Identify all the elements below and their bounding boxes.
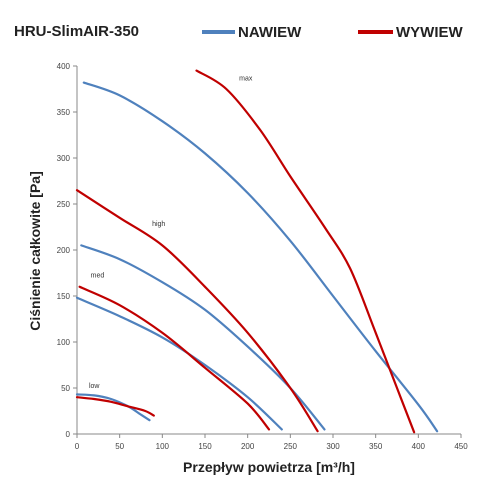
x-tick-label: 250 — [284, 442, 298, 451]
y-axis-title: Ciśnienie całkowite [Pa] — [27, 171, 43, 331]
curve-label-low: low — [89, 383, 100, 390]
curve-label-high: high — [152, 221, 165, 228]
y-tick-label: 400 — [57, 62, 71, 71]
legend-wywiew-label: WYWIEW — [396, 24, 463, 41]
x-tick-label: 100 — [156, 442, 170, 451]
y-tick-label: 250 — [57, 200, 71, 209]
y-tick-label: 50 — [61, 384, 70, 393]
x-axis-title: Przepływ powietrza [m³/h] — [183, 459, 355, 475]
x-tick-label: 150 — [198, 442, 212, 451]
curve-labels: max high med low — [89, 76, 253, 390]
y-tick-label: 0 — [66, 430, 71, 439]
chart-axes — [73, 65, 462, 438]
series-line-nawiew-max — [82, 81, 439, 433]
series-line-wywiew-high — [75, 189, 319, 433]
x-tick-label: 400 — [412, 442, 426, 451]
x-tick-label: 450 — [454, 442, 468, 451]
x-tick-label: 300 — [326, 442, 340, 451]
curve-label-med: med — [91, 273, 105, 280]
tick-labels: 0 50 100 150 200 250 300 350 400 0 50 100 150 200 250 3… — [57, 62, 469, 451]
chart-legend: NAWIEW WYWIEW — [202, 24, 463, 41]
series-line-nawiew-low — [75, 393, 151, 422]
x-tick-label: 350 — [369, 442, 383, 451]
series-lines — [75, 69, 439, 434]
y-tick-label: 350 — [57, 108, 71, 117]
series-line-wywiew-low — [75, 396, 155, 417]
x-tick-label: 0 — [75, 442, 80, 451]
series-line-nawiew-med — [75, 296, 283, 431]
curve-label-max: max — [239, 76, 253, 83]
legend-nawiew-label: NAWIEW — [238, 24, 302, 41]
y-tick-label: 100 — [57, 338, 71, 347]
y-tick-label: 300 — [57, 154, 71, 163]
y-tick-label: 200 — [57, 246, 71, 255]
y-tick-label: 150 — [57, 292, 71, 301]
x-tick-label: 50 — [115, 442, 124, 451]
x-tick-label: 200 — [241, 442, 255, 451]
chart-title: HRU-SlimAIR-350 — [14, 23, 139, 40]
series-line-wywiew-max — [195, 69, 416, 434]
series-line-wywiew-med — [78, 285, 271, 431]
